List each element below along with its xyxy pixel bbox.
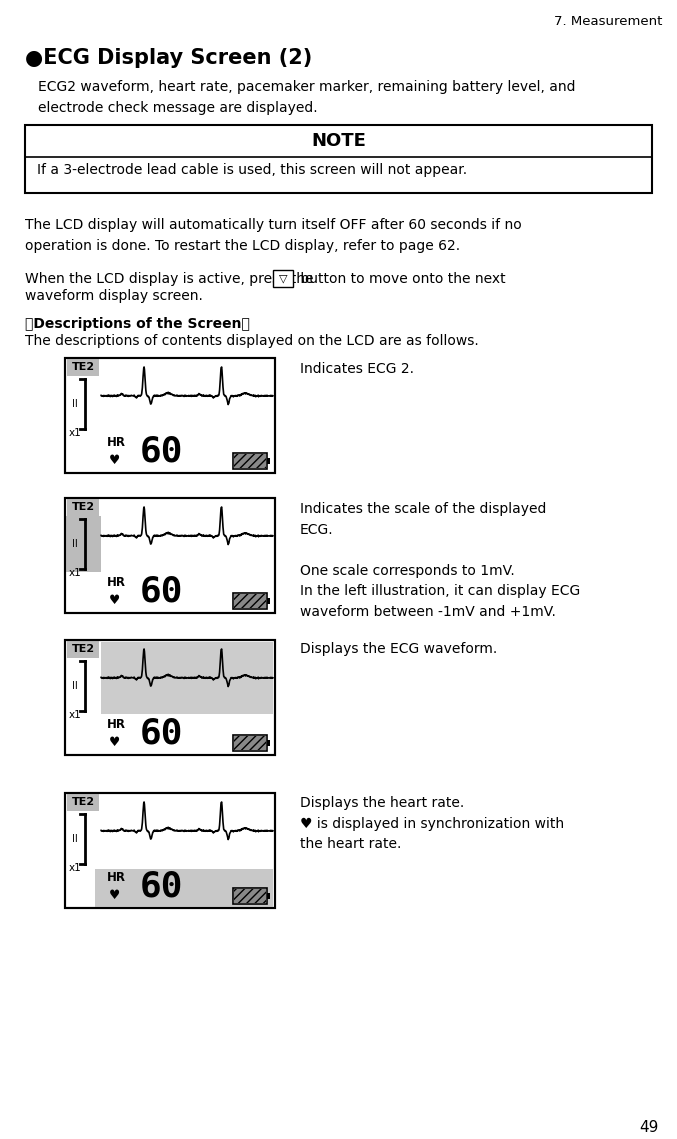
Bar — [65, 640, 275, 755]
Text: The LCD display will automatically turn itself OFF after 60 seconds if no
operat: The LCD display will automatically turn … — [25, 218, 522, 253]
Text: NOTE: NOTE — [311, 132, 366, 150]
Text: waveform display screen.: waveform display screen. — [25, 289, 203, 303]
Bar — [67, 793, 99, 811]
Text: II: II — [72, 539, 78, 549]
Text: ▽: ▽ — [278, 273, 287, 284]
Bar — [234, 595, 266, 608]
Text: HR: HR — [107, 435, 126, 449]
Bar — [267, 740, 270, 746]
Bar — [267, 893, 270, 899]
Bar — [65, 640, 275, 755]
Text: Displays the ECG waveform.: Displays the ECG waveform. — [300, 642, 497, 656]
Bar — [66, 516, 101, 572]
Text: x1: x1 — [69, 710, 82, 720]
Text: button to move onto the next: button to move onto the next — [296, 272, 506, 286]
Bar — [65, 358, 275, 473]
Text: If a 3-electrode lead cable is used, this screen will not appear.: If a 3-electrode lead cable is used, thi… — [37, 163, 467, 177]
Text: x1: x1 — [69, 428, 82, 437]
Bar — [234, 890, 266, 903]
Text: 60: 60 — [140, 435, 183, 468]
Bar — [67, 640, 99, 658]
Bar — [234, 736, 266, 749]
Text: 60: 60 — [140, 574, 183, 608]
Bar — [25, 125, 652, 192]
Bar — [101, 642, 273, 714]
Text: ♥: ♥ — [109, 454, 121, 467]
Text: 60: 60 — [140, 869, 183, 903]
Bar — [267, 458, 270, 464]
Text: HR: HR — [107, 718, 126, 730]
Text: Indicates ECG 2.: Indicates ECG 2. — [300, 362, 414, 376]
Bar — [273, 270, 292, 287]
Text: II: II — [72, 834, 78, 844]
Bar — [267, 598, 270, 604]
Bar — [233, 735, 267, 751]
Bar — [67, 498, 99, 516]
Text: 7. Measurement: 7. Measurement — [554, 15, 662, 28]
Text: II: II — [72, 399, 78, 409]
Bar — [67, 358, 99, 376]
Text: Indicates the scale of the displayed
ECG.

One scale corresponds to 1mV.
In the : Indicates the scale of the displayed ECG… — [300, 502, 580, 618]
Text: x1: x1 — [69, 862, 82, 872]
Text: TE2: TE2 — [72, 797, 95, 808]
Text: ●ECG Display Screen (2): ●ECG Display Screen (2) — [25, 48, 312, 68]
Text: 60: 60 — [140, 716, 183, 751]
Text: TE2: TE2 — [72, 362, 95, 372]
Text: ♥: ♥ — [109, 890, 121, 902]
Bar — [65, 498, 275, 613]
Bar — [234, 454, 266, 468]
Text: TE2: TE2 — [72, 502, 95, 513]
Bar — [95, 869, 273, 908]
Bar — [65, 793, 275, 908]
Text: x1: x1 — [69, 567, 82, 577]
Bar — [233, 888, 267, 904]
Bar — [65, 498, 275, 613]
Text: ♥: ♥ — [109, 736, 121, 749]
Bar — [233, 593, 267, 609]
Text: When the LCD display is active, press the: When the LCD display is active, press th… — [25, 272, 318, 286]
Text: TE2: TE2 — [72, 644, 95, 654]
Text: II: II — [72, 681, 78, 691]
Text: Displays the heart rate.
♥ is displayed in synchronization with
the heart rate.: Displays the heart rate. ♥ is displayed … — [300, 796, 564, 851]
Text: ECG2 waveform, heart rate, pacemaker marker, remaining battery level, and
electr: ECG2 waveform, heart rate, pacemaker mar… — [38, 80, 575, 115]
Text: HR: HR — [107, 870, 126, 884]
Bar — [65, 358, 275, 473]
Text: 49: 49 — [639, 1120, 659, 1134]
Text: ♥: ♥ — [109, 595, 121, 607]
Text: 『Descriptions of the Screen』: 『Descriptions of the Screen』 — [25, 317, 250, 331]
Text: The descriptions of contents displayed on the LCD are as follows.: The descriptions of contents displayed o… — [25, 334, 479, 349]
Bar — [65, 793, 275, 908]
Bar — [233, 453, 267, 469]
Text: HR: HR — [107, 575, 126, 589]
